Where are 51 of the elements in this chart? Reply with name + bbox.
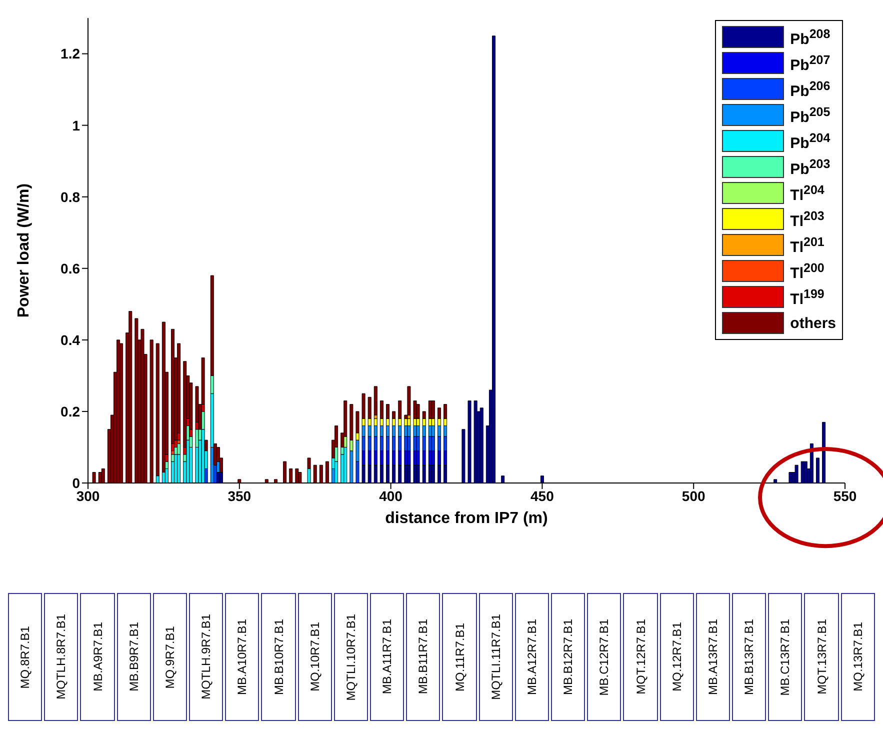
label-box: MB.B12R7.B1 xyxy=(551,593,586,721)
legend-label: Tl$^{201}$ xyxy=(790,234,824,256)
label-box: MB.C13R7.B1 xyxy=(768,593,802,721)
label-box: MQT.12R7.B1 xyxy=(623,593,658,721)
x-axis-title: distance from IP7 (m) xyxy=(385,510,548,527)
label-box: MQ.10R7.B1 xyxy=(298,593,332,721)
label-box: MQ.12R7.B1 xyxy=(660,593,694,721)
x-tick-label: 400 xyxy=(379,488,403,504)
label-box: MQ.8R7.B1 xyxy=(8,593,42,721)
label-box: MB.B10R7.B1 xyxy=(261,593,296,721)
label-box: MB.A13R7.B1 xyxy=(696,593,730,721)
x-tick-label: 500 xyxy=(682,488,706,504)
y-tick-label: 0.4 xyxy=(60,332,80,348)
label-box: MQ.13R7.B1 xyxy=(840,593,875,721)
y-tick-label: 0.8 xyxy=(60,188,80,205)
x-tick-label: 350 xyxy=(228,488,252,504)
label-box: MB.B9R7.B1 xyxy=(116,593,151,721)
label-box: MB.C12R7.B1 xyxy=(587,593,622,721)
legend-label: Pb$^{204}$ xyxy=(790,130,830,152)
label-box: MQTLH.9R7.B1 xyxy=(189,593,224,721)
label-box: MQ.11R7.B1 xyxy=(442,593,477,721)
label-box: MQTLH.8R7.B1 xyxy=(44,593,78,721)
label-box: MB.A10R7.B1 xyxy=(225,593,260,721)
label-box: MQTLI.10R7.B1 xyxy=(334,593,368,721)
x-tick-label: 450 xyxy=(530,488,554,504)
x-tick-label: 550 xyxy=(833,488,857,504)
label-box: MQT.13R7.B1 xyxy=(804,593,839,721)
label-box: MB.A11R7.B1 xyxy=(370,593,404,721)
y-tick-label: 0.2 xyxy=(60,403,80,420)
legend-label: Pb$^{203}$ xyxy=(790,156,830,178)
legend-label: others xyxy=(790,314,836,332)
y-tick-label: 1 xyxy=(72,117,80,134)
y-tick-label: 1.2 xyxy=(60,46,80,62)
legend-label: Tl$^{200}$ xyxy=(790,260,824,282)
legend-label: Tl$^{199}$ xyxy=(790,286,824,308)
legend-label: Tl$^{204}$ xyxy=(790,182,824,204)
bar xyxy=(407,386,411,416)
legend-label: Tl$^{203}$ xyxy=(790,208,824,230)
y-axis-title: Power load (W/m) xyxy=(16,183,33,318)
label-box: MB.A9R7.B1 xyxy=(80,593,115,721)
label-box: MQTLI.11R7.B1 xyxy=(478,593,513,721)
bar xyxy=(374,386,378,416)
y-tick-label: 0.6 xyxy=(60,260,80,276)
label-box: MQ.9R7.B1 xyxy=(152,593,188,721)
legend-label: Pb$^{207}$ xyxy=(790,52,830,74)
legend-label: Pb$^{205}$ xyxy=(790,104,830,126)
legend-label: Pb$^{208}$ xyxy=(790,26,830,48)
label-box: MB.B13R7.B1 xyxy=(732,593,766,721)
label-box: MB.A12R7.B1 xyxy=(514,593,550,721)
label-box: MB.B11R7.B1 xyxy=(406,593,440,721)
legend-label: Pb$^{206}$ xyxy=(790,78,830,100)
